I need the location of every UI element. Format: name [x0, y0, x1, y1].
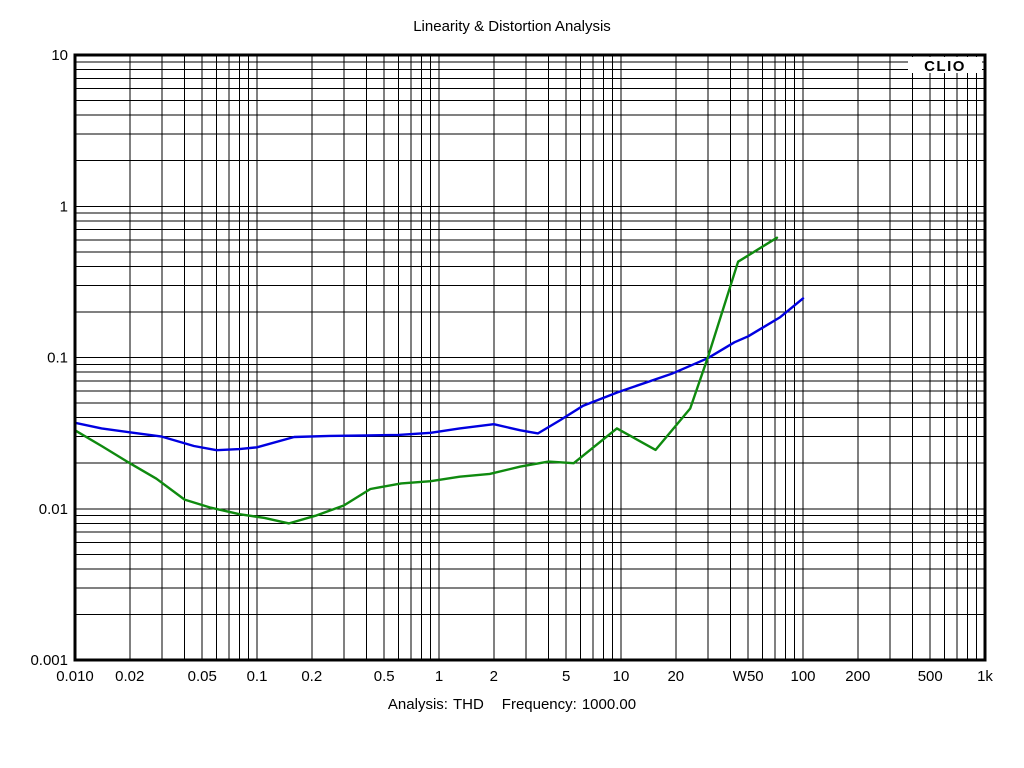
y-tick-label: 0.01 [39, 501, 68, 518]
analysis-value: THD [452, 696, 484, 713]
x-tick-label: 10 [613, 668, 630, 685]
x-tick-label: 1 [435, 668, 443, 685]
y-tick-label: 0.001 [30, 652, 68, 669]
x-tick-label: 2 [490, 668, 498, 685]
plot-border [73, 53, 987, 662]
chart-title: Linearity & Distortion Analysis [413, 18, 611, 35]
x-tick-label: 100 [790, 668, 815, 685]
frequency-label: Frequency: [501, 696, 577, 713]
clio-logo: CLIO [908, 57, 982, 75]
analysis-status-bar: Analysis: THD Frequency: 1000.00 [0, 696, 1024, 713]
y-tick-label: 10 [51, 47, 68, 64]
x-tick-label: W50 [733, 668, 764, 685]
y-axis-tick-labels: 10 1 0.1 0.01 0.001 [30, 47, 68, 669]
x-axis-tick-labels: 0.010 0.02 0.05 0.1 0.2 0.5 1 2 5 10 20 W50 100 200 50… [56, 668, 993, 685]
x-tick-label: 1k [977, 668, 993, 685]
thd-green-curve [75, 236, 779, 525]
x-tick-label: 0.010 [56, 668, 94, 685]
y-tick-label: 0.1 [47, 350, 68, 367]
clio-logo-text: CLIO [924, 58, 966, 75]
x-tick-label: 0.2 [301, 668, 322, 685]
thd-blue-curve [75, 297, 805, 452]
y-tick-label: 1 [60, 198, 68, 215]
x-tick-label: 500 [918, 668, 943, 685]
x-tick-label: 0.5 [374, 668, 395, 685]
x-tick-label: 200 [845, 668, 870, 685]
x-tick-label: 20 [667, 668, 684, 685]
x-tick-label: 0.05 [188, 668, 217, 685]
x-tick-label: 0.02 [115, 668, 144, 685]
grid-lines [74, 55, 985, 661]
x-tick-label: 0.1 [247, 668, 268, 685]
x-tick-label: 5 [562, 668, 570, 685]
frequency-value: 1000.00 [581, 696, 637, 713]
analysis-label: Analysis: [387, 696, 448, 713]
